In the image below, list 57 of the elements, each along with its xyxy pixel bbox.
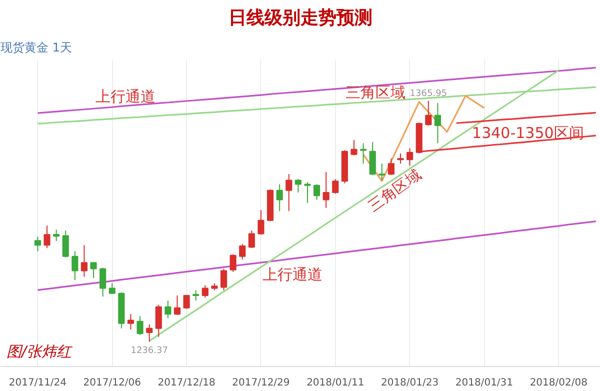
x-tick-label: 2017/12/06 xyxy=(83,378,141,388)
candlestick xyxy=(258,209,264,236)
annotation: 1236.37 xyxy=(130,346,168,356)
x-tick-label: 2017/11/24 xyxy=(8,378,67,388)
candlestick xyxy=(164,300,172,319)
candlestick xyxy=(294,178,302,193)
candlestick xyxy=(248,230,255,249)
candlestick xyxy=(127,314,134,330)
candlestick xyxy=(313,184,320,200)
candlestick xyxy=(286,174,292,212)
candlestick xyxy=(276,184,283,212)
candlestick xyxy=(202,284,208,298)
candlestick xyxy=(388,158,394,176)
candlestick xyxy=(406,148,414,166)
candlestick xyxy=(183,294,190,310)
x-tick-label: 2018/01/23 xyxy=(380,378,439,388)
candlestick xyxy=(53,229,60,242)
text: 图/张炜红 xyxy=(6,342,74,360)
candlestick xyxy=(80,244,88,278)
candlestick xyxy=(425,100,432,126)
candlestick xyxy=(322,172,330,208)
x-tick-label: 2017/12/29 xyxy=(232,378,290,388)
candlestick xyxy=(239,243,246,260)
x-tick-label: 2017/12/18 xyxy=(158,378,216,388)
candlestick xyxy=(350,140,358,156)
candlestick xyxy=(90,262,97,279)
candlestick xyxy=(230,254,236,272)
x-tick-label: 2018/01/31 xyxy=(455,378,514,388)
candlestick xyxy=(44,225,50,249)
candlestick xyxy=(174,294,181,316)
annotation: 1365.95 xyxy=(410,88,448,99)
annotation: 上行通道 xyxy=(95,88,156,106)
candlestick xyxy=(304,182,311,204)
chart-title: 日线级别走势预测 xyxy=(228,8,372,28)
chart-subtitle: 现货黄金 1天 xyxy=(0,40,72,54)
candlestick xyxy=(100,267,106,298)
candlestick xyxy=(146,324,153,342)
candlestick xyxy=(397,152,404,164)
candlestick xyxy=(136,316,144,336)
candlestick xyxy=(369,142,376,176)
candlestick xyxy=(155,304,162,338)
candlestick xyxy=(34,236,41,252)
annotation: 上行通道 xyxy=(262,266,323,284)
candlestick xyxy=(108,282,116,294)
candlestick xyxy=(434,102,441,144)
candlestick xyxy=(360,142,367,164)
x-tick-label: 2018/02/08 xyxy=(530,378,588,388)
candlestick xyxy=(192,290,200,302)
candlestick xyxy=(332,178,339,194)
x-tick-label: 2018/01/11 xyxy=(306,378,364,388)
candlestick xyxy=(220,268,228,291)
annotation: 三角区域 xyxy=(365,166,424,216)
candlestick xyxy=(62,230,69,258)
candlestick xyxy=(72,250,78,281)
candlestick xyxy=(378,163,386,181)
annotation: 三角区域 xyxy=(346,84,406,102)
annotation: 1340-1350区间 xyxy=(472,124,584,142)
